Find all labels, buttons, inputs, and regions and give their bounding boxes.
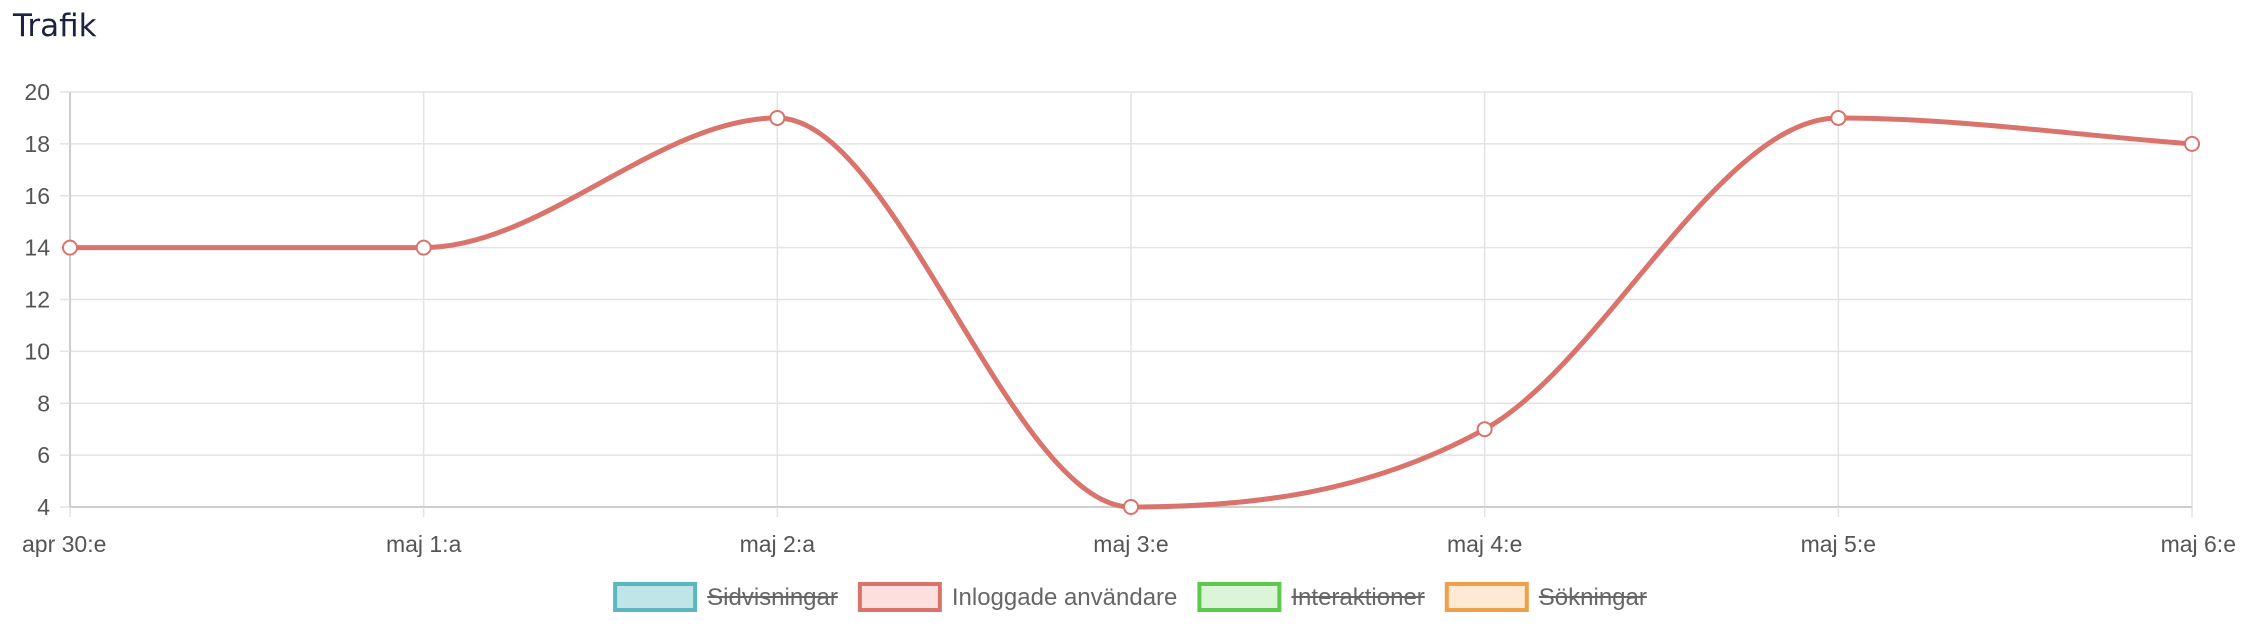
data-point[interactable] [1123,499,1139,515]
y-tick-label: 14 [24,235,50,261]
page-title: Trafik [13,8,97,44]
data-point[interactable] [1830,109,1847,126]
legend-swatch [857,582,942,612]
data-point[interactable] [769,109,786,126]
series-line [67,115,2195,510]
x-tick-label: maj 6:e [2161,531,2236,557]
x-tick-label: apr 30:e [22,531,106,557]
y-tick-label: 18 [24,131,50,157]
legend-item[interactable]: Sökningar [1444,582,1647,612]
legend-swatch [1197,582,1282,612]
x-axis-ticks: apr 30:e maj 1:a maj 2:a maj 3:e maj 4:e maj … [22,507,2236,557]
data-point[interactable] [62,239,78,256]
x-tick-label: maj 4:e [1447,531,1522,557]
legend-label: Inloggade användare [952,584,1178,611]
legend-item[interactable]: Inloggade användare [857,582,1178,612]
y-tick-label: 16 [24,183,50,209]
legend-item[interactable]: Sidvisningar [613,582,838,612]
x-tick-label: maj 2:a [740,531,816,557]
y-tick-label: 12 [24,287,50,313]
grid [70,91,2193,507]
legend-swatch [613,582,698,612]
y-axis-ticks: 4 6 8 10 12 14 16 18 20 [24,79,70,520]
y-tick-label: 20 [24,79,50,105]
x-tick-label: maj 5:e [1801,531,1876,557]
data-point[interactable] [415,239,432,256]
y-tick-label: 10 [24,338,50,364]
y-tick-label: 8 [37,390,50,416]
y-tick-label: 4 [37,494,50,520]
series [62,109,2200,515]
data-point[interactable] [1476,421,1493,438]
legend: Sidvisningar Inloggade användare Interakti… [613,582,1647,612]
legend-swatch [1444,582,1529,612]
y-tick-label: 6 [37,442,50,468]
x-tick-label: maj 1:a [386,531,462,557]
legend-item[interactable]: Interaktioner [1197,582,1425,612]
data-point[interactable] [2184,135,2200,152]
x-tick-label: maj 3:e [1093,531,1168,557]
